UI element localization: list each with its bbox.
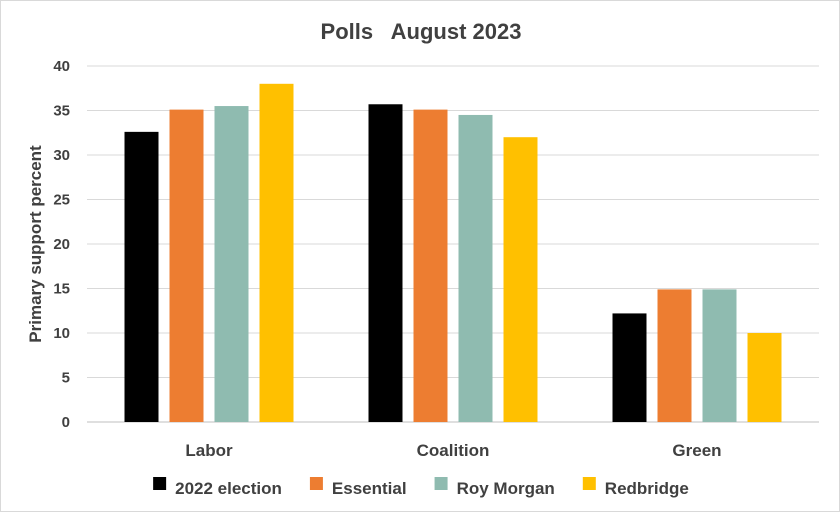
x-tick-label: Coalition xyxy=(417,441,490,460)
bar-redbridge-coalition xyxy=(503,137,538,422)
legend-label: Redbridge xyxy=(605,479,689,498)
bar-roy-morgan-labor xyxy=(214,106,249,423)
legend: 2022 election Essential Roy Morgan Redbridg… xyxy=(153,477,689,498)
bar-2022-election-coalition xyxy=(368,104,403,423)
y-tick-label: 20 xyxy=(53,236,70,253)
bar-2022-election-green xyxy=(612,313,647,422)
legend-label: Essential xyxy=(332,479,407,498)
bar-roy-morgan-coalition xyxy=(458,114,493,422)
legend-item: Redbridge xyxy=(582,477,689,498)
bar-essential-green xyxy=(657,289,692,422)
legend-item: Roy Morgan xyxy=(434,477,555,498)
x-tick-label: Green xyxy=(672,441,721,460)
bar-roy-morgan-green xyxy=(702,289,737,422)
legend-item: Essential xyxy=(309,477,407,498)
y-tick-label: 30 xyxy=(53,147,70,164)
y-tick-label: 0 xyxy=(62,414,70,431)
legend-swatch xyxy=(309,477,323,490)
legend-item: 2022 election xyxy=(153,477,282,498)
y-tick-label: 40 xyxy=(53,58,70,75)
bars xyxy=(124,83,782,423)
y-axis-label: Primary support percent xyxy=(26,145,45,343)
x-axis-ticks: Labor Coalition Green xyxy=(185,441,721,460)
gridlines xyxy=(87,65,819,423)
bar-essential-labor xyxy=(169,109,204,423)
y-tick-label: 10 xyxy=(53,325,70,342)
y-tick-label: 25 xyxy=(53,192,70,209)
bar-essential-coalition xyxy=(413,109,448,423)
bar-redbridge-green xyxy=(747,333,782,422)
bar-2022-election-labor xyxy=(124,131,159,423)
legend-label: Roy Morgan xyxy=(457,479,555,498)
legend-swatch xyxy=(582,477,596,490)
x-tick-label: Labor xyxy=(185,441,233,460)
y-axis-ticks: 0 5 10 15 20 25 30 35 40 xyxy=(53,58,70,431)
legend-swatch xyxy=(434,477,448,490)
y-tick-label: 5 xyxy=(62,370,70,387)
bar-redbridge-labor xyxy=(259,83,294,423)
chart-title: Polls August 2023 xyxy=(321,19,522,44)
y-tick-label: 15 xyxy=(53,281,70,298)
legend-swatch xyxy=(153,477,167,490)
y-tick-label: 35 xyxy=(53,103,70,120)
legend-label: 2022 election xyxy=(175,479,282,498)
